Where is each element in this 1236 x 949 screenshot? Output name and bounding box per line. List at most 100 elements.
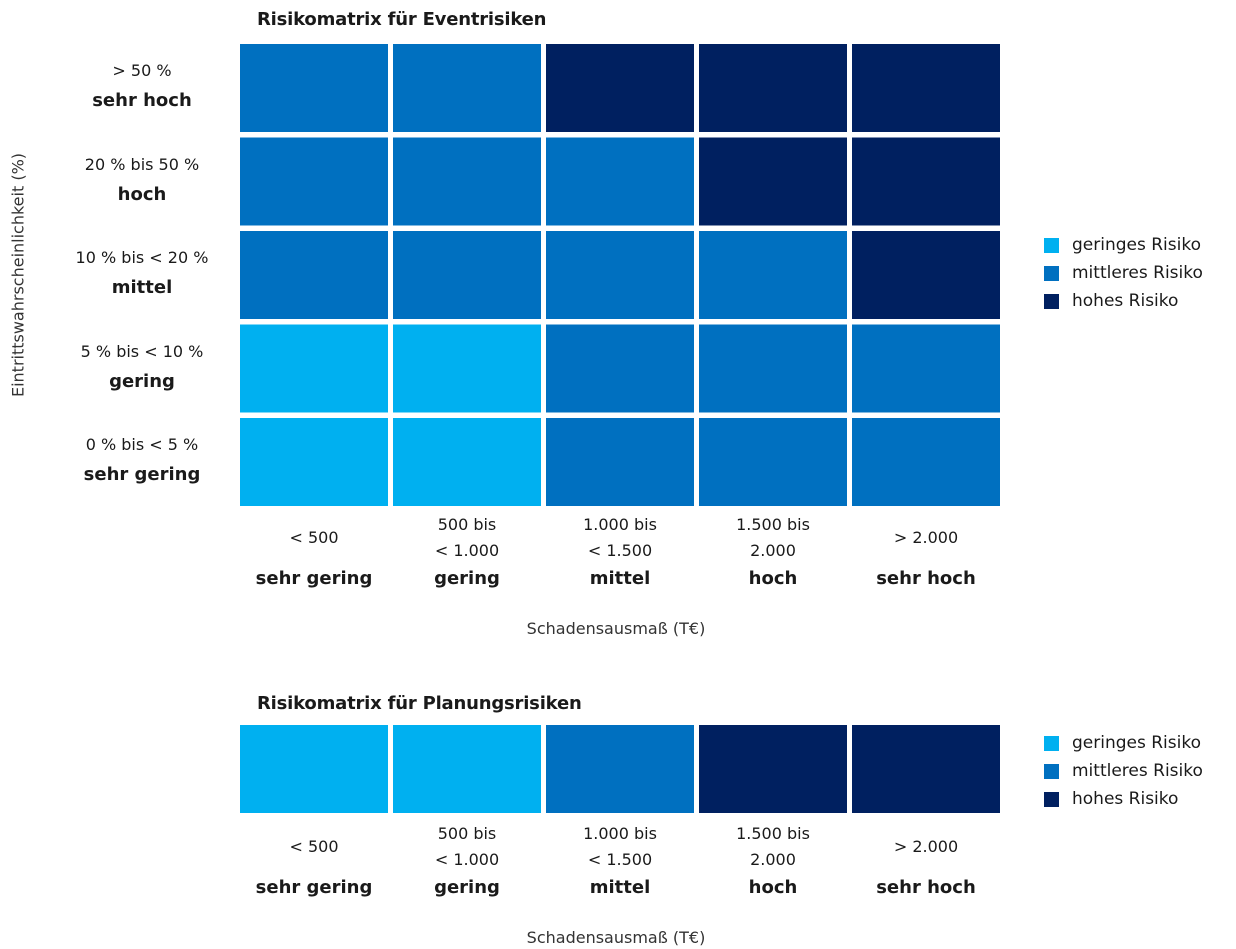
event-x-tick-4: > 2.000 sehr hoch	[852, 512, 1000, 594]
legend-swatch	[1044, 735, 1059, 751]
y-tick-range: > 50 %	[112, 61, 172, 80]
planning-legend-item-gering: geringes Risiko	[1044, 729, 1203, 757]
planning-x-tick-0: < 500 sehr gering	[240, 821, 388, 903]
event-cell-r3-c3	[699, 324, 847, 413]
y-tick-level: hoch	[117, 183, 167, 205]
x-tick-level: sehr gering	[255, 877, 373, 898]
event-cell-r0-c1	[393, 44, 541, 132]
planning-cell-r0-c4	[852, 725, 1000, 813]
legend-label: mittleres Risiko	[1072, 761, 1203, 781]
event-x-tick-2: 1.000 bis < 1.500 mittel	[546, 512, 694, 594]
planning-cell-r0-c1	[393, 725, 541, 813]
x-tick-range: 1.500 bis 2.000	[736, 824, 810, 869]
x-tick-range: > 2.000	[893, 528, 959, 547]
x-tick-level: sehr hoch	[876, 877, 976, 898]
event-x-tick-3: 1.500 bis 2.000 hoch	[699, 512, 847, 594]
event-cell-r0-c4	[852, 44, 1000, 132]
x-tick-level: hoch	[748, 568, 798, 589]
event-cell-r4-c3	[699, 418, 847, 506]
y-tick-range: 5 % bis < 10 %	[80, 341, 204, 361]
x-tick-level: mittel	[589, 568, 651, 589]
event-cell-r4-c4	[852, 418, 1000, 506]
y-tick-level: sehr gering	[83, 464, 201, 485]
chart-title-planning: Risikomatrix für Planungsrisiken	[257, 693, 582, 714]
planning-cell-r0-c2	[546, 725, 694, 813]
y-tick-level: mittel	[111, 277, 173, 298]
x-tick-range: < 500	[289, 528, 339, 547]
x-tick-level: gering	[434, 568, 500, 589]
planning-x-tick-1: 500 bis < 1.000 gering	[393, 821, 541, 903]
y-tick-1: 20 % bis 50 % hoch	[32, 150, 252, 210]
event-cell-r0-c0	[240, 44, 388, 132]
x-tick-range: < 500	[289, 837, 339, 856]
event-cell-r1-c2	[546, 137, 694, 226]
legend-swatch	[1044, 791, 1059, 807]
legend-label: geringes Risiko	[1072, 235, 1202, 255]
legend-label: hohes Risiko	[1072, 291, 1179, 311]
legend-planning: geringes Risiko mittleres Risiko hohes Ris…	[1044, 729, 1203, 813]
event-cell-r0-c3	[699, 44, 847, 132]
planning-cell-r0-c0	[240, 725, 388, 813]
planning-x-tick-4: > 2.000 sehr hoch	[852, 821, 1000, 903]
y-tick-4: 0 % bis < 5 % sehr gering	[32, 430, 252, 490]
event-cell-r2-c3	[699, 231, 847, 319]
x-tick-level: mittel	[589, 877, 651, 898]
x-tick-range: > 2.000	[893, 837, 959, 856]
legend-swatch	[1044, 763, 1059, 779]
x-tick-level: hoch	[748, 877, 798, 898]
x-tick-level: sehr hoch	[876, 568, 976, 589]
event-cell-r1-c1	[393, 137, 541, 226]
event-cell-r2-c0	[240, 231, 388, 319]
legend-label: geringes Risiko	[1072, 733, 1202, 753]
event-cell-r4-c1	[393, 418, 541, 506]
planning-legend-item-hoch: hohes Risiko	[1044, 785, 1203, 813]
x-tick-level: gering	[434, 877, 500, 898]
y-tick-level: sehr hoch	[92, 90, 192, 111]
x-tick-range: 1.000 bis < 1.500	[583, 515, 657, 560]
event-cell-r3-c2	[546, 324, 694, 413]
x-tick-level: sehr gering	[255, 568, 373, 589]
y-tick-range: 20 % bis 50 %	[84, 154, 200, 174]
planning-x-tick-2: 1.000 bis < 1.500 mittel	[546, 821, 694, 903]
event-cell-r4-c0	[240, 418, 388, 506]
event-x-tick-1: 500 bis < 1.000 gering	[393, 512, 541, 594]
event-cell-r0-c2	[546, 44, 694, 132]
event-cell-r2-c1	[393, 231, 541, 319]
event-cell-r1-c3	[699, 137, 847, 226]
event-cell-r3-c0	[240, 324, 388, 413]
event-cell-r2-c4	[852, 231, 1000, 319]
event-legend-item-gering: geringes Risiko	[1044, 231, 1203, 259]
event-legend-item-hoch: hohes Risiko	[1044, 287, 1203, 315]
legend-label: hohes Risiko	[1072, 789, 1179, 809]
event-cell-r2-c2	[546, 231, 694, 319]
y-tick-level: gering	[109, 370, 175, 392]
chart-title-event: Risikomatrix für Eventrisiken	[257, 9, 547, 30]
event-cell-r1-c0	[240, 137, 388, 226]
event-cell-r4-c2	[546, 418, 694, 506]
legend-swatch	[1044, 237, 1059, 253]
event-cell-r1-c4	[852, 137, 1000, 226]
x-tick-range: 500 bis < 1.000	[434, 515, 500, 560]
event-x-tick-0: < 500 sehr gering	[240, 512, 388, 594]
x-tick-range: 1.000 bis < 1.500	[583, 824, 657, 869]
legend-label: mittleres Risiko	[1072, 263, 1203, 283]
y-tick-range: 0 % bis < 5 %	[85, 435, 199, 454]
y-tick-0: > 50 % sehr hoch	[32, 56, 252, 116]
event-cell-r3-c1	[393, 324, 541, 413]
x-axis-label-event: Schadensausmaß (T€)	[526, 619, 706, 638]
event-legend-item-mittel: mittleres Risiko	[1044, 259, 1203, 287]
planning-x-tick-3: 1.500 bis 2.000 hoch	[699, 821, 847, 903]
planning-legend-item-mittel: mittleres Risiko	[1044, 757, 1203, 785]
y-tick-3: 5 % bis < 10 % gering	[32, 337, 252, 397]
legend-event: geringes Risiko mittleres Risiko hohes Ris…	[1044, 231, 1203, 315]
event-cell-r3-c4	[852, 324, 1000, 413]
x-axis-label-planning: Schadensausmaß (T€)	[526, 928, 706, 947]
x-tick-range: 500 bis < 1.000	[434, 824, 500, 869]
legend-swatch	[1044, 293, 1059, 309]
x-tick-range: 1.500 bis 2.000	[736, 515, 810, 560]
legend-swatch	[1044, 265, 1059, 281]
y-tick-2: 10 % bis < 20 % mittel	[32, 243, 252, 303]
planning-cell-r0-c3	[699, 725, 847, 813]
y-tick-range: 10 % bis < 20 %	[75, 248, 209, 267]
